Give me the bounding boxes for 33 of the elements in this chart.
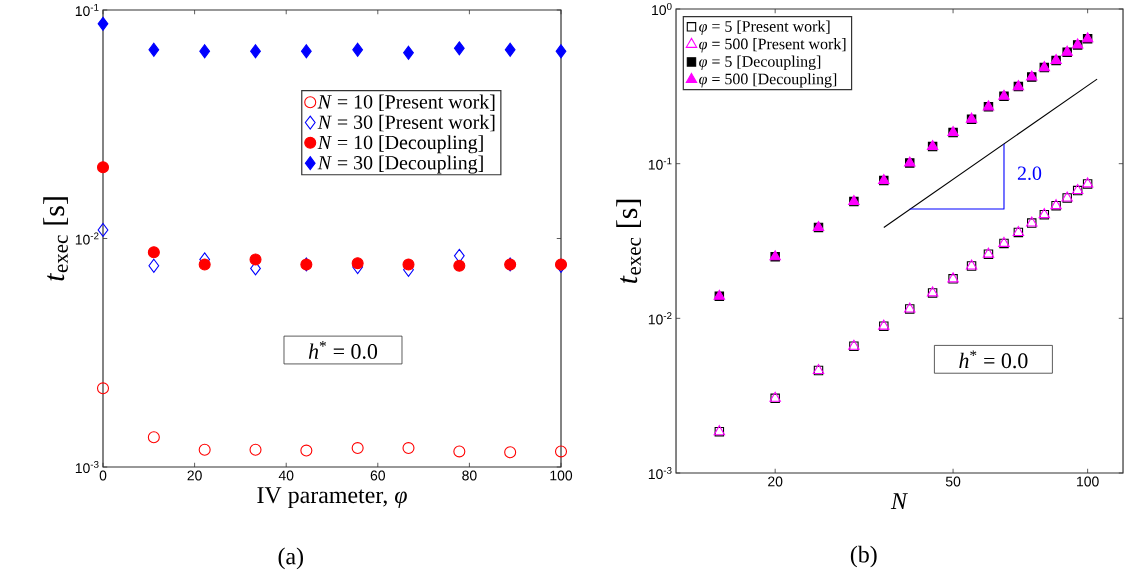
annotation: 2.0 <box>1017 166 1042 181</box>
x-axis-title: IV parameter, φ <box>257 487 407 508</box>
y-tick-label: 10$^{0}$ <box>652 2 672 16</box>
x-axis-title: N <box>890 493 909 509</box>
x-tick-label: 0 <box>99 470 107 481</box>
y-tick-label: 10$^{-3}$ <box>75 460 99 474</box>
y-tick-label: 10$^{-1}$ <box>75 3 99 17</box>
y-axis-title: t$_{exec}$ [s] <box>616 199 641 284</box>
legend-label: N = 10 [Decoupling] <box>317 135 483 154</box>
x-tick-label: 20 <box>768 476 783 487</box>
legend-label: N = 10 [Present work] <box>317 94 495 112</box>
legend-label: N = 30 [Decoupling] <box>317 155 483 174</box>
x-tick-label: 100 <box>1077 476 1099 487</box>
y-tick-label: 10$^{-2}$ <box>75 232 99 245</box>
x-tick-label: 80 <box>462 470 477 481</box>
y-tick-label: 10$^{-1}$ <box>648 157 672 170</box>
text: (a) <box>278 547 303 570</box>
legend-label: φ = 500 [Present work] <box>699 38 846 53</box>
y-tick-label: 10$^{-2}$ <box>648 312 672 325</box>
x-tick-label: 40 <box>278 470 294 481</box>
y-axis-title: t$_{exec}$ [s] <box>43 197 68 281</box>
legend-label: φ = 5 [Decoupling] <box>699 55 821 71</box>
annotation: h$^{*}$ = 0.0 <box>959 350 1028 369</box>
legend-label: N = 30 [Present work] <box>317 114 495 132</box>
x-tick-label: 20 <box>187 470 202 481</box>
annotation: h$^{*}$ = 0.0 <box>308 341 378 359</box>
y-tick-label: 10$^{-3}$ <box>648 466 672 480</box>
legend-label: φ = 500 [Decoupling] <box>699 73 837 88</box>
x-tick-label: 60 <box>370 470 386 481</box>
text: (b) <box>850 545 877 568</box>
legend-label: φ = 5 [Present work] <box>699 20 830 35</box>
x-tick-label: 100 <box>550 470 573 481</box>
x-tick-label: 50 <box>945 476 961 487</box>
